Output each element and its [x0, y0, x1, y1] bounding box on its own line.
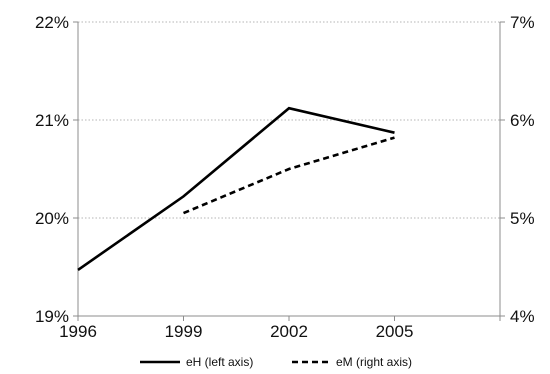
x-tick-label: 1999 — [165, 322, 203, 341]
gridlines — [78, 21, 500, 219]
left-tick-label: 19% — [35, 307, 69, 326]
x-tick-label: 1996 — [59, 322, 97, 341]
left-tick-label: 22% — [35, 13, 69, 32]
x-tick-label: 2005 — [376, 322, 414, 341]
legend-label: eH (left axis) — [186, 355, 253, 369]
tick-labels: 19% 20% 21% 22% 4% 5% 6% 7% 1996 1999 2002 2005 — [35, 13, 535, 341]
x-tick-label: 2002 — [270, 322, 308, 341]
series-line — [182, 136, 395, 215]
left-tick-label: 20% — [35, 209, 69, 228]
legend-label: eM (right axis) — [336, 355, 412, 369]
legend: eH (left axis) eM (right axis) — [140, 355, 412, 369]
right-tick-label: 7% — [510, 13, 535, 32]
series-layer — [77, 106, 395, 271]
series-line — [77, 106, 395, 271]
left-tick-label: 21% — [35, 111, 69, 130]
tick-marks — [73, 21, 505, 321]
right-tick-label: 5% — [510, 209, 535, 228]
right-tick-label: 6% — [510, 111, 535, 130]
right-tick-label: 4% — [510, 307, 535, 326]
